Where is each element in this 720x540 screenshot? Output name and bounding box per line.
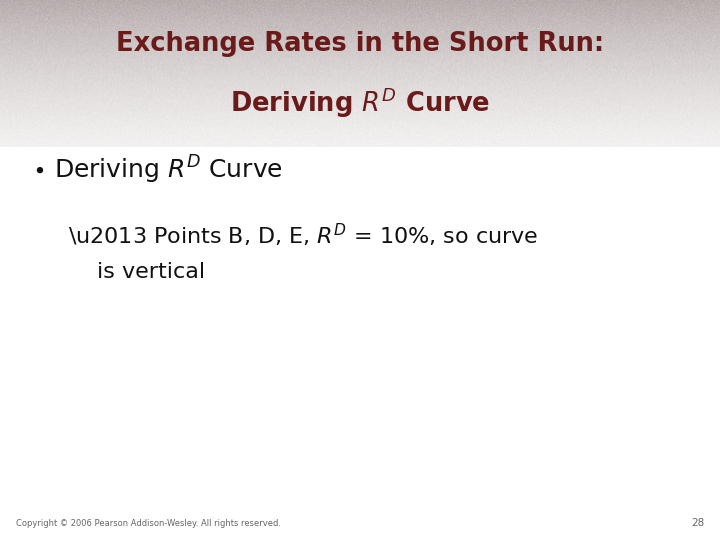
Text: Deriving $\mathit{R}^D$ Curve: Deriving $\mathit{R}^D$ Curve — [230, 85, 490, 120]
Text: Exchange Rates in the Short Run:: Exchange Rates in the Short Run: — [116, 31, 604, 57]
Bar — [0, 147, 720, 540]
Text: $\bullet$: $\bullet$ — [32, 160, 45, 180]
Text: Copyright © 2006 Pearson Addison-Wesley. All rights reserved.: Copyright © 2006 Pearson Addison-Wesley.… — [16, 519, 281, 528]
Text: 28: 28 — [691, 518, 704, 528]
Text: \u2013 Points B, D, E, $\mathit{R}^D$ = 10%, so curve: \u2013 Points B, D, E, $\mathit{R}^D$ = … — [68, 221, 539, 248]
Text: is vertical: is vertical — [97, 261, 205, 282]
Text: Deriving $\mathit{R}^D$ Curve: Deriving $\mathit{R}^D$ Curve — [54, 154, 283, 186]
